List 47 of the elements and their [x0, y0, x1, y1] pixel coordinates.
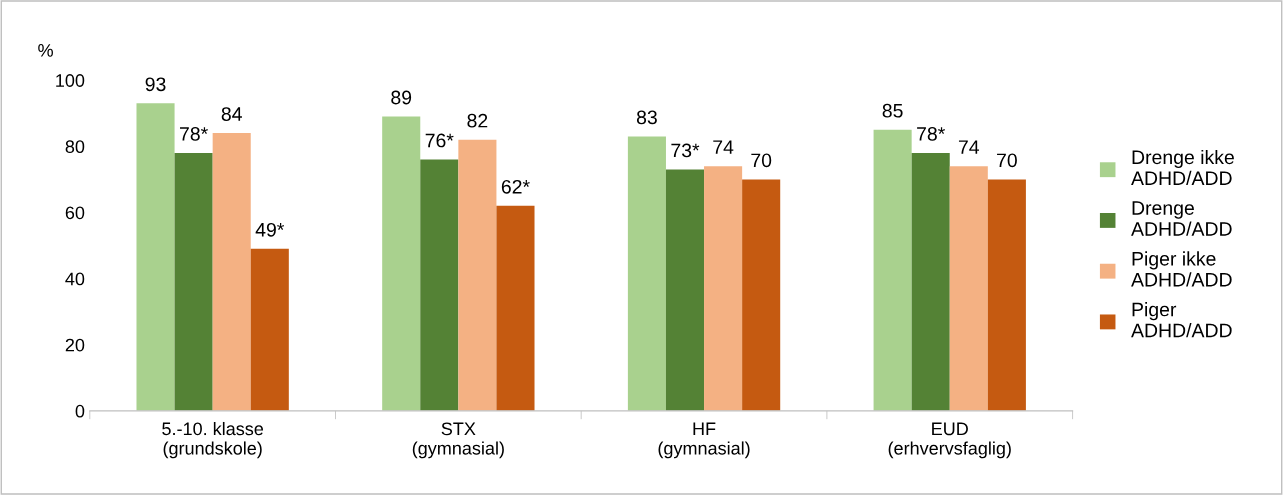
data-label: 76* — [425, 133, 454, 148]
legend-label: Drenge ikke ADHD/ADD — [1131, 149, 1234, 186]
y-axis-title: % — [38, 44, 53, 57]
data-label: 89 — [391, 90, 412, 105]
data-label: 70 — [751, 153, 772, 168]
bar — [136, 103, 175, 411]
bar — [873, 129, 912, 411]
x-tick-label: HF (gymnasial) — [658, 422, 750, 459]
bar — [250, 248, 289, 411]
bar — [174, 152, 213, 411]
data-label: 85 — [882, 103, 903, 118]
bar — [212, 133, 251, 411]
bar — [665, 169, 705, 411]
bar — [911, 152, 950, 411]
data-label: 74 — [958, 140, 980, 154]
data-label: 93 — [145, 77, 166, 92]
legend-label: Piger ikke ADHD/ADD — [1131, 251, 1232, 287]
data-label: 78* — [180, 126, 208, 141]
bar — [987, 179, 1026, 411]
data-label: 62* — [501, 179, 530, 194]
y-tick-label: 60 — [65, 206, 85, 220]
y-tick-label: 40 — [65, 272, 85, 286]
x-tick-label: EUD (erhvervsfaglig) — [888, 422, 1011, 459]
data-label: 73* — [671, 143, 700, 158]
y-tick-label: 20 — [65, 338, 85, 352]
data-label: 78* — [917, 126, 945, 141]
legend-label: Piger ADHD/ADD — [1131, 302, 1232, 338]
bar — [420, 159, 459, 411]
data-label: 70 — [997, 153, 1017, 168]
data-label: 74 — [713, 140, 734, 154]
bar — [949, 166, 988, 411]
bar — [458, 139, 497, 411]
legend-label: Drenge ADHD/ADD — [1131, 201, 1232, 236]
y-tick-label: 0 — [75, 404, 85, 418]
data-label: 83 — [636, 110, 657, 125]
data-label: 84 — [221, 107, 242, 121]
bar — [742, 179, 781, 411]
bar — [382, 116, 421, 411]
x-tick-label: STX (gymnasial) — [412, 422, 504, 459]
y-tick-label: 80 — [65, 140, 85, 154]
data-label: 82 — [467, 113, 488, 128]
bar — [496, 205, 535, 411]
data-label: 49* — [255, 222, 285, 237]
x-tick-label: 5.-10. klasse (grundskole) — [162, 421, 264, 459]
bar — [704, 166, 743, 411]
y-tick-label: 100 — [56, 74, 85, 87]
bar — [627, 136, 666, 411]
